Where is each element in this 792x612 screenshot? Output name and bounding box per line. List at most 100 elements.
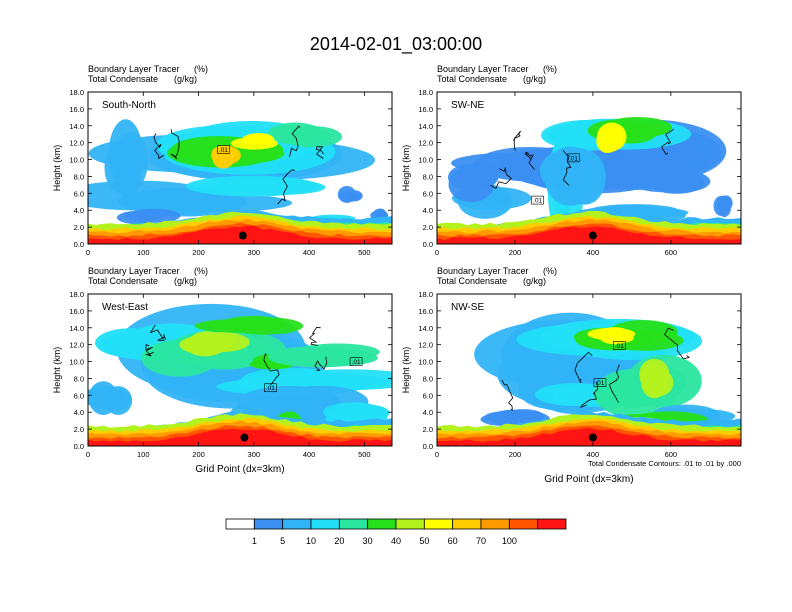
contour-label: .01 (595, 380, 604, 387)
y-tick-label: 8.0 (423, 374, 433, 383)
panel-label: South-North (102, 100, 156, 111)
y-axis-label: Height (km) (52, 145, 62, 192)
y-tick-label: 10.0 (69, 358, 84, 367)
y-tick-label: 0.0 (74, 442, 84, 451)
field-blob (648, 170, 705, 194)
y-tick-label: 18.0 (418, 88, 433, 97)
y-tick-label: 16.0 (418, 307, 433, 316)
condensate-contour (263, 353, 280, 386)
colorbar-box (395, 518, 425, 530)
x-tick-label: 600 (665, 248, 678, 257)
y-tick-label: 0.0 (423, 240, 433, 249)
panel-label: West-East (102, 302, 148, 313)
contour-label-box (264, 383, 277, 393)
y-tick-label: 4.0 (423, 408, 433, 417)
y-tick-label: 2.0 (423, 425, 433, 434)
x-tick-label: 300 (248, 248, 261, 257)
panel-left-string-2: Total Condensate (437, 276, 507, 286)
y-tick-label: 18.0 (418, 290, 433, 299)
field-blob (448, 166, 495, 203)
field-blob (194, 319, 283, 333)
condensate-contour (490, 166, 512, 189)
x-tick-label: 0 (86, 248, 90, 257)
shaded-field (437, 92, 741, 244)
contour-label-box (567, 153, 580, 163)
x-tick-label: 200 (509, 450, 522, 459)
panel-unit-2: (g/kg) (523, 276, 546, 286)
y-tick-label: 10.0 (69, 156, 84, 165)
contour-label: .01 (219, 147, 228, 154)
condensate-contour (501, 379, 514, 412)
y-tick-label: 14.0 (418, 122, 433, 131)
y-tick-label: 8.0 (74, 172, 84, 181)
panel-left-string-2: Total Condensate (88, 74, 158, 84)
y-tick-label: 14.0 (418, 324, 433, 333)
y-tick-label: 0.0 (74, 240, 84, 249)
x-tick-label: 400 (303, 450, 316, 459)
y-axis-label: Height (km) (401, 145, 411, 192)
y-tick-label: 6.0 (74, 391, 84, 400)
colorbar-label: 30 (363, 536, 373, 546)
x-tick-label: 400 (303, 248, 316, 257)
figure-title: 2014-02-01_03:00:00 (310, 34, 482, 55)
colorbar-label: 60 (448, 536, 458, 546)
colorbar-label: 1 (252, 536, 257, 546)
contour-label: .01 (569, 155, 578, 162)
colorbar-label: 10 (306, 536, 316, 546)
y-tick-label: 12.0 (418, 341, 433, 350)
y-tick-label: 10.0 (418, 358, 433, 367)
y-axis-label: Height (km) (401, 347, 411, 394)
field-blob (126, 208, 181, 223)
location-marker (588, 433, 597, 442)
y-tick-label: 2.0 (74, 223, 84, 232)
y-tick-label: 16.0 (418, 105, 433, 114)
colorbar-label: 70 (476, 536, 486, 546)
colorbar-box (452, 518, 482, 530)
x-tick-label: 500 (358, 450, 371, 459)
colorbar-label: 20 (334, 536, 344, 546)
condensate-contour (289, 125, 301, 158)
y-tick-label: 4.0 (74, 206, 84, 215)
x-tick-label: 200 (509, 248, 522, 257)
x-axis-label: Grid Point (dx=3km) (195, 464, 284, 475)
condensate-contour (660, 128, 674, 155)
contour-label: .01 (615, 343, 624, 350)
y-tick-label: 2.0 (74, 425, 84, 434)
x-tick-label: 400 (587, 248, 600, 257)
contour-label-box (613, 341, 626, 350)
shaded-field (88, 92, 392, 244)
panel-unit-2: (g/kg) (174, 276, 197, 286)
x-tick-label: 100 (137, 248, 150, 257)
field-blob (184, 333, 226, 357)
colorbar-box (480, 518, 510, 530)
field-blob (279, 349, 378, 367)
field-blob (230, 137, 279, 150)
y-tick-label: 12.0 (69, 341, 84, 350)
y-tick-label: 14.0 (69, 122, 84, 131)
panel-left-string-1: Boundary Layer Tracer (437, 266, 529, 276)
colorbar-box (338, 518, 369, 530)
y-tick-label: 18.0 (69, 290, 84, 299)
x-tick-label: 300 (248, 450, 261, 459)
y-tick-label: 12.0 (418, 139, 433, 148)
x-tick-label: 100 (137, 450, 150, 459)
field-blob (502, 409, 545, 423)
colorbar-box (310, 518, 340, 530)
condensate-contour (277, 169, 295, 205)
condensate-contour (145, 343, 154, 357)
panel-left-string-1: Boundary Layer Tracer (88, 266, 180, 276)
location-marker (588, 231, 597, 240)
field-blob (116, 136, 141, 204)
contour-footnote: Total Condensate Contours: .01 to .01 by… (588, 459, 741, 468)
x-tick-label: 400 (587, 450, 600, 459)
field-blob (717, 195, 732, 212)
shaded-field (88, 294, 392, 446)
panel-label: SW-NE (451, 100, 484, 111)
contour-label-box (531, 195, 544, 205)
colorbar-box (282, 518, 312, 530)
contour-label: .01 (266, 385, 275, 392)
condensate-contour (308, 326, 321, 346)
